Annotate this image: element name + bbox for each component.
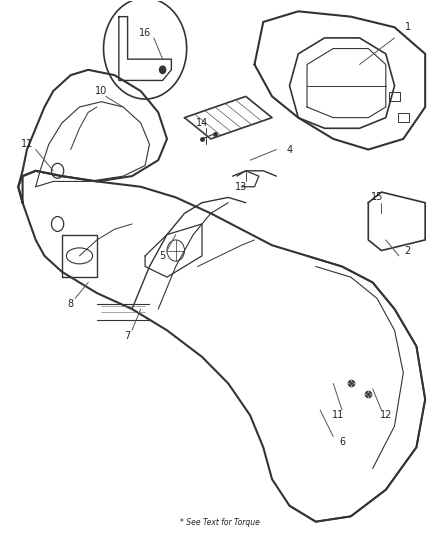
Text: 12: 12 xyxy=(379,410,391,421)
Text: 5: 5 xyxy=(159,251,166,261)
Text: 16: 16 xyxy=(139,28,151,38)
Text: 1: 1 xyxy=(404,22,410,33)
Text: 15: 15 xyxy=(370,192,382,203)
Text: 11: 11 xyxy=(331,410,343,421)
Bar xyxy=(397,114,408,122)
Text: * See Text for Torque: * See Text for Torque xyxy=(179,518,259,527)
Text: 7: 7 xyxy=(124,330,131,341)
Text: 14: 14 xyxy=(195,118,208,128)
Text: 13: 13 xyxy=(235,182,247,192)
Text: 4: 4 xyxy=(286,144,292,155)
Text: 6: 6 xyxy=(338,437,344,447)
Text: 11: 11 xyxy=(21,139,33,149)
Circle shape xyxy=(159,66,165,74)
Text: 8: 8 xyxy=(67,298,74,309)
Bar xyxy=(389,92,399,101)
Text: 2: 2 xyxy=(404,246,410,255)
Text: 10: 10 xyxy=(95,86,107,96)
